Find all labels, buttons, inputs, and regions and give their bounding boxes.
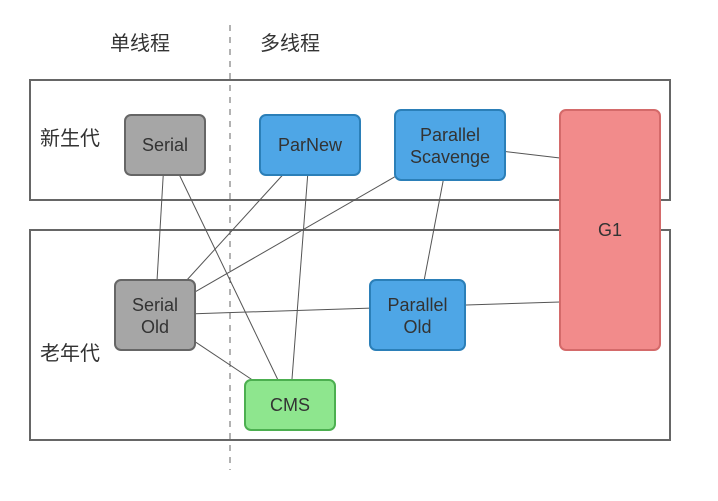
node-parallelold [370,280,465,350]
header-multi-thread: 多线程 [260,32,320,55]
edge-serial-cms [179,175,278,380]
header-single-thread: 单线程 [110,32,170,55]
node-parallelold-label2: Old [403,317,431,337]
young-gen-label: 新生代 [40,127,100,150]
node-serialold-label1: Serial [132,295,178,315]
old-gen-label: 老年代 [40,342,100,365]
edge-serial-serialold [157,175,163,280]
node-cms-label: CMS [270,395,310,415]
edge-parallelscavenge-g1 [505,152,560,159]
gc-diagram: 单线程多线程新生代老年代SerialParNewParallelScavenge… [0,0,718,501]
node-parallelscavenge-label1: Parallel [420,125,480,145]
node-serialold-label2: Old [141,317,169,337]
node-parallelscavenge [395,110,505,180]
node-parnew-label: ParNew [278,135,343,155]
node-parallelscavenge-label2: Scavenge [410,147,490,167]
node-serial-label: Serial [142,135,188,155]
edge-parnew-cms [292,175,308,380]
node-serialold [115,280,195,350]
edge-parnew-serialold [187,175,283,280]
edge-parallelscavenge-serialold [195,177,395,292]
edge-serialold-cms [195,342,253,380]
node-g1-label: G1 [598,220,622,240]
node-parallelold-label1: Parallel [387,295,447,315]
